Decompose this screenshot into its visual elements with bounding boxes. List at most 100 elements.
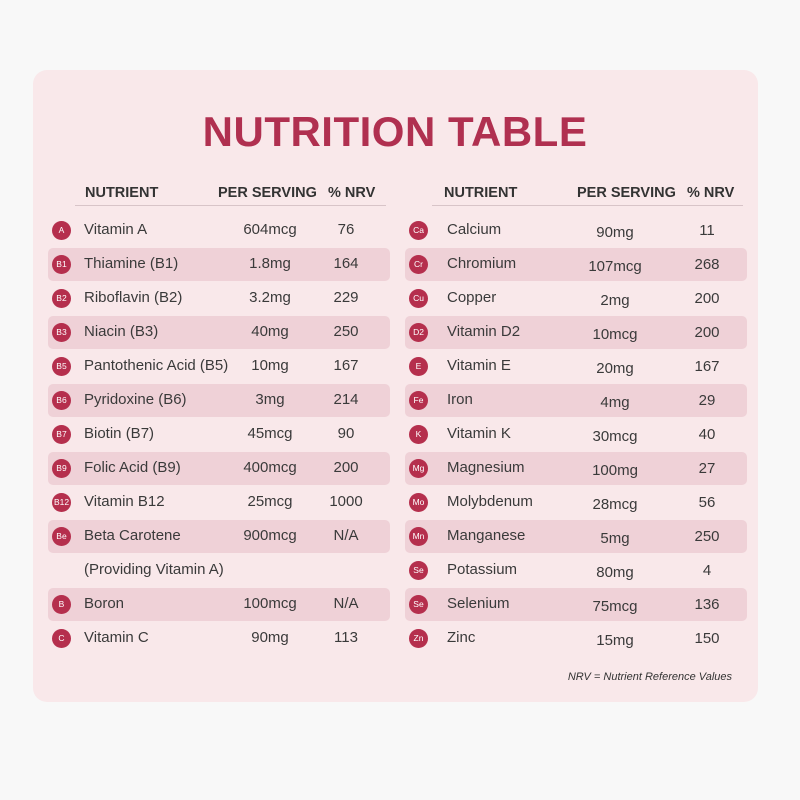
nrv-value: 167 (333, 357, 359, 374)
per-serving-value: 3.2mg (249, 289, 291, 306)
nutrient-badge-icon: Zn (409, 629, 428, 648)
nrv-value: 4 (702, 562, 712, 579)
nutrient-name: Vitamin E (447, 357, 511, 374)
nrv-value: 1000 (329, 493, 363, 510)
nrv-value: 90 (337, 425, 355, 442)
right-table: NUTRIENT PER SERVING % NRV Ca Calcium 90mg… (402, 178, 747, 655)
nutrient-name: Vitamin C (84, 629, 149, 646)
per-serving-value: 4mg (600, 394, 630, 411)
nutrient-badge-icon: B5 (52, 357, 71, 376)
table-row: Zn Zinc 15mg 150 (402, 621, 747, 655)
table-row: A Vitamin A 604mcg 76 (45, 213, 390, 247)
table-row: (Providing Vitamin A) (45, 553, 390, 587)
nutrient-name: Vitamin D2 (447, 323, 521, 340)
nrv-value: 250 (333, 323, 359, 340)
nutrient-name: Vitamin A (84, 221, 148, 238)
nutrient-name: Iron (447, 391, 473, 408)
nutrient-name: Folic Acid (B9) (84, 459, 181, 476)
nutrient-name: Biotin (B7) (84, 425, 155, 442)
table-body: A Vitamin A 604mcg 76 B1 Thiamine (B1) 1.8mg 16… (45, 213, 390, 655)
table-row: Fe Iron 4mg 29 (402, 383, 747, 417)
nutrient-badge-icon: E (409, 357, 428, 376)
table-row: Cr Chromium 107mcg 268 (402, 247, 747, 281)
nutrient-name: Vitamin K (447, 425, 511, 442)
nrv-value: 164 (333, 255, 359, 272)
nutrient-badge-icon: D2 (409, 323, 428, 342)
table-row: B9 Folic Acid (B9) 400mcg 200 (45, 451, 390, 485)
nrv-value: 40 (698, 426, 716, 443)
nutrient-name: Zinc (447, 629, 476, 646)
table-row: Se Selenium 75mcg 136 (402, 587, 747, 621)
nutrient-name: Manganese (447, 527, 526, 544)
header-nutrient: NUTRIENT (85, 185, 159, 201)
per-serving-value: 30mcg (592, 428, 638, 445)
table-row: C Vitamin C 90mg 113 (45, 621, 390, 655)
per-serving-value: 20mg (596, 360, 634, 377)
per-serving-value: 45mcg (247, 425, 293, 442)
nutrient-name: Calcium (447, 221, 502, 238)
per-serving-value: 2mg (600, 292, 630, 309)
nrv-value: 150 (694, 630, 720, 647)
nutrient-badge-icon: Cu (409, 289, 428, 308)
table-row: B12 Vitamin B12 25mcg 1000 (45, 485, 390, 519)
nutrient-badge-icon: B (52, 595, 71, 614)
per-serving-value: 40mg (251, 323, 289, 340)
nrv-value: 229 (333, 289, 359, 306)
header-divider (75, 205, 386, 206)
per-serving-value: 80mg (596, 564, 634, 581)
nutrient-name: Beta Carotene (84, 527, 181, 544)
per-serving-value: 75mcg (592, 598, 638, 615)
header-per-serving: PER SERVING (218, 185, 317, 201)
table-row: Mn Manganese 5mg 250 (402, 519, 747, 553)
table-row: Ca Calcium 90mg 11 (402, 213, 747, 247)
header-nrv: % NRV (328, 185, 376, 201)
nrv-value: N/A (333, 595, 359, 612)
page-title: NUTRITION TABLE (202, 108, 588, 155)
table-row: Be Beta Carotene 900mcg N/A (45, 519, 390, 553)
per-serving-value: 1.8mg (249, 255, 291, 272)
table-header: NUTRIENT PER SERVING % NRV (45, 178, 390, 206)
nutrient-badge-icon: Se (409, 595, 428, 614)
nutrient-badge-icon: B3 (52, 323, 71, 342)
table-row: B3 Niacin (B3) 40mg 250 (45, 315, 390, 349)
nrv-value: N/A (333, 527, 359, 544)
nutrient-badge-icon: C (52, 629, 71, 648)
table-row: B5 Pantothenic Acid (B5) 10mg 167 (45, 349, 390, 383)
table-row: Cu Copper 2mg 200 (402, 281, 747, 315)
nutrient-name: Pantothenic Acid (B5) (84, 357, 229, 374)
nutrient-name: Potassium (447, 561, 518, 578)
per-serving-value: 3mg (255, 391, 285, 408)
table-row: B6 Pyridoxine (B6) 3mg 214 (45, 383, 390, 417)
per-serving-value: 10mg (251, 357, 289, 374)
nrv-value: 76 (337, 221, 355, 238)
nutrient-badge-icon: B12 (52, 493, 71, 512)
per-serving-value: 5mg (600, 530, 630, 547)
nutrient-badge-icon: Cr (409, 255, 428, 274)
per-serving-value: 15mg (596, 632, 634, 649)
table-row: E Vitamin E 20mg 167 (402, 349, 747, 383)
per-serving-value: 900mcg (243, 527, 297, 544)
nutrient-badge-icon: Ca (409, 221, 428, 240)
nutrient-badge-icon: B6 (52, 391, 71, 410)
nutrient-badge-icon: A (52, 221, 71, 240)
header-nrv: % NRV (687, 185, 735, 201)
nrv-value: 268 (694, 256, 720, 273)
nrv-value: 167 (694, 358, 720, 375)
nutrient-name: Molybdenum (447, 493, 533, 510)
nrv-value: 214 (333, 391, 359, 408)
table-row: B Boron 100mcg N/A (45, 587, 390, 621)
header-nutrient: NUTRIENT (444, 185, 518, 201)
nrv-value: 200 (694, 290, 720, 307)
per-serving-value: 107mcg (588, 258, 642, 275)
nutrient-name: Niacin (B3) (84, 323, 159, 340)
per-serving-value: 25mcg (247, 493, 293, 510)
table-body: Ca Calcium 90mg 11 Cr Chromium 107mcg 268 Cu Copp… (402, 213, 747, 655)
nutrient-name: Chromium (447, 255, 517, 272)
header-divider (432, 205, 743, 206)
per-serving-value: 10mcg (592, 326, 638, 343)
nutrient-name: Vitamin B12 (84, 493, 165, 510)
table-row: B2 Riboflavin (B2) 3.2mg 229 (45, 281, 390, 315)
nutrient-badge-icon: B2 (52, 289, 71, 308)
nutrient-name: Boron (84, 595, 125, 612)
per-serving-value: 28mcg (592, 496, 638, 513)
